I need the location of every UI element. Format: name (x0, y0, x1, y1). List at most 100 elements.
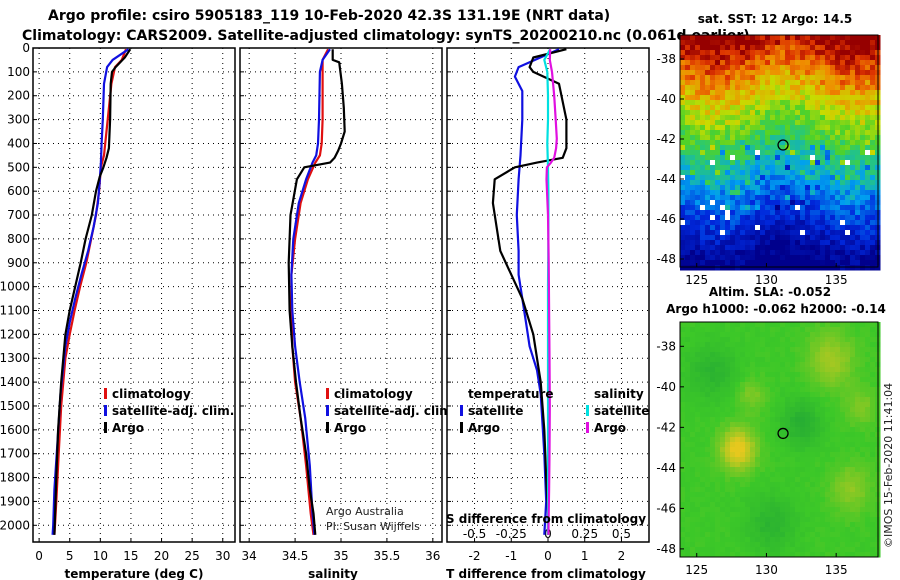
heatmap-cell (740, 165, 746, 171)
heatmap-cell (760, 95, 766, 101)
heatmap-cell (710, 170, 716, 176)
heatmap-cell (860, 432, 866, 438)
heatmap-cell (755, 255, 761, 261)
heatmap-cell (790, 457, 796, 463)
figure-title-line2: Climatology: CARS2009. Satellite-adjuste… (22, 28, 750, 44)
heatmap-cell (820, 452, 826, 458)
heatmap-cell (715, 427, 721, 433)
heatmap-cell (760, 442, 766, 448)
heatmap-cell (870, 180, 876, 186)
heatmap-cell (850, 502, 856, 508)
heatmap-cell (755, 260, 761, 266)
heatmap-cell (830, 527, 836, 533)
heatmap-cell (815, 55, 821, 61)
heatmap-cell (760, 327, 766, 333)
imos-timestamp-stamp: ©IMOS 15-Feb-2020 11:41:04 (882, 383, 895, 548)
heatmap-cell (865, 397, 871, 403)
heatmap-cell (775, 175, 781, 181)
heatmap-cell (735, 542, 741, 548)
heatmap-cell (795, 250, 801, 256)
heatmap-cell (835, 507, 841, 513)
heatmap-cell (815, 105, 821, 111)
heatmap-cell (695, 65, 701, 71)
heatmap-cell (775, 170, 781, 176)
heatmap-cell (805, 255, 811, 261)
heatmap-cell (790, 372, 796, 378)
heatmap-cell (855, 210, 861, 216)
heatmap-cell (700, 85, 706, 91)
heatmap-cell (730, 522, 736, 528)
heatmap-cell (690, 417, 696, 423)
heatmap-cell (830, 90, 836, 96)
heatmap-cell (730, 225, 736, 231)
heatmap-cell (735, 215, 741, 221)
heatmap-cell (695, 190, 701, 196)
heatmap-cell (850, 75, 856, 81)
heatmap-cell (715, 467, 721, 473)
heatmap-cell (740, 517, 746, 523)
heatmap-cell (780, 492, 786, 498)
heatmap-cell (785, 447, 791, 453)
heatmap-cell (755, 387, 761, 393)
heatmap-cell (775, 115, 781, 121)
heatmap-cell (800, 240, 806, 246)
heatmap-cell (840, 382, 846, 388)
heatmap-cell (790, 482, 796, 488)
heatmap-cell (860, 50, 866, 56)
heatmap-cell (715, 372, 721, 378)
heatmap-cell (750, 527, 756, 533)
y-tick-label: 1600 (0, 423, 30, 437)
heatmap-cell (745, 532, 751, 538)
heatmap-cell (800, 402, 806, 408)
heatmap-cell (840, 517, 846, 523)
heatmap-cell (830, 220, 836, 226)
heatmap-cell (770, 260, 776, 266)
heatmap-cell (685, 537, 691, 543)
heatmap-cell (865, 220, 871, 226)
heatmap-cell (760, 125, 766, 131)
heatmap-cell (805, 220, 811, 226)
heatmap-cell (810, 110, 816, 116)
sst-heatmap-cells (680, 35, 881, 271)
heatmap-cell (870, 230, 876, 236)
heatmap-cell (765, 387, 771, 393)
heatmap-cell (845, 195, 851, 201)
heatmap-cell (780, 75, 786, 81)
heatmap-cell (685, 517, 691, 523)
heatmap-cell (785, 210, 791, 216)
heatmap-cell (840, 342, 846, 348)
heatmap-cell (775, 517, 781, 523)
heatmap-cell (720, 547, 726, 553)
heatmap-cell (760, 472, 766, 478)
heatmap-cell (755, 215, 761, 221)
heatmap-cell (705, 75, 711, 81)
heatmap-cell (870, 100, 876, 106)
heatmap-cell (750, 362, 756, 368)
heatmap-cell (715, 265, 721, 271)
heatmap-cell (695, 155, 701, 161)
heatmap-cell (780, 90, 786, 96)
heatmap-cell (800, 392, 806, 398)
heatmap-cell (810, 327, 816, 333)
heatmap-cell (680, 50, 686, 56)
heatmap-cell (815, 377, 821, 383)
heatmap-cell (780, 532, 786, 538)
heatmap-cell (835, 45, 841, 51)
heatmap-cell (685, 255, 691, 261)
heatmap-cell (745, 392, 751, 398)
heatmap-cell (830, 412, 836, 418)
heatmap-cell (820, 50, 826, 56)
heatmap-cell (715, 60, 721, 66)
heatmap-cell (805, 35, 811, 41)
heatmap-cell (830, 467, 836, 473)
heatmap-cell (865, 245, 871, 251)
heatmap-cell (785, 235, 791, 241)
heatmap-cell (760, 372, 766, 378)
heatmap-cell (840, 497, 846, 503)
heatmap-cell (740, 492, 746, 498)
heatmap-cell (785, 190, 791, 196)
heatmap-cell (690, 332, 696, 338)
heatmap-cell (845, 225, 851, 231)
heatmap-cell (735, 547, 741, 553)
heatmap-cell (840, 130, 846, 136)
